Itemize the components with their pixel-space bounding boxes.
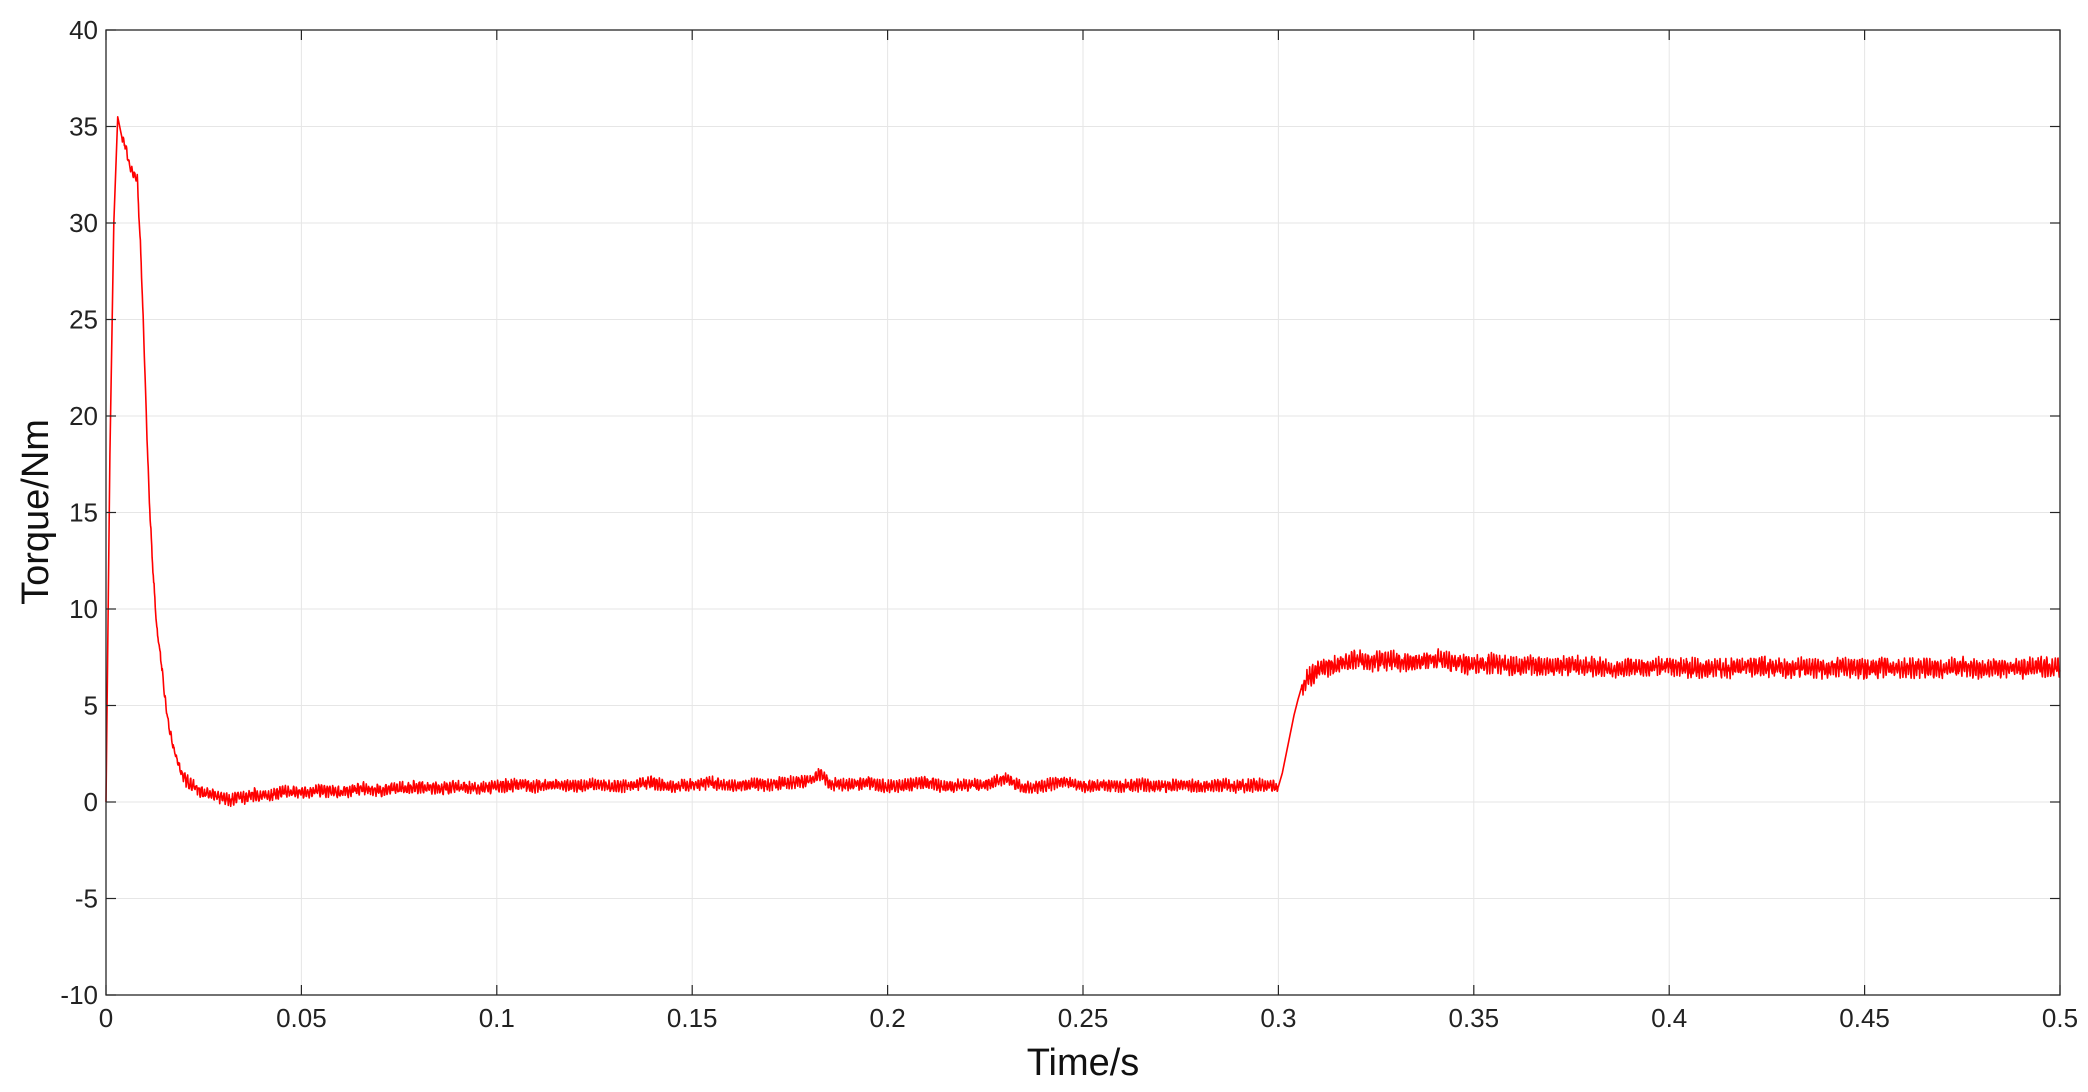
x-tick-label: 0.15 xyxy=(667,1003,718,1033)
y-tick-label: 20 xyxy=(69,401,98,431)
y-tick-label: 15 xyxy=(69,498,98,528)
y-tick-label: 25 xyxy=(69,305,98,335)
x-tick-label: 0.45 xyxy=(1839,1003,1890,1033)
y-tick-label: 40 xyxy=(69,15,98,45)
y-tick-label: 10 xyxy=(69,594,98,624)
y-tick-label: 35 xyxy=(69,112,98,142)
x-tick-label: 0.1 xyxy=(479,1003,515,1033)
y-tick-label: 0 xyxy=(84,787,98,817)
y-tick-label: 30 xyxy=(69,208,98,238)
x-tick-label: 0 xyxy=(99,1003,113,1033)
x-tick-label: 0.25 xyxy=(1058,1003,1109,1033)
torque-series-line xyxy=(105,116,2061,808)
y-ticks: -10 -5 0 5 10 15 20 25 30 35 40 xyxy=(60,15,2060,1010)
x-tick-label: 0.3 xyxy=(1260,1003,1296,1033)
x-tick-label: 0.5 xyxy=(2042,1003,2078,1033)
x-tick-label: 0.2 xyxy=(870,1003,906,1033)
y-tick-label: 5 xyxy=(84,691,98,721)
x-tick-label: 0.05 xyxy=(276,1003,327,1033)
x-tick-label: 0.35 xyxy=(1448,1003,1499,1033)
x-tick-label: 0.4 xyxy=(1651,1003,1687,1033)
x-axis-label: Time/s xyxy=(1027,1042,1140,1084)
y-tick-label: -10 xyxy=(60,980,98,1010)
x-ticks: 0 0.05 0.1 0.15 0.2 0.25 0.3 0.35 0.4 0.45 0.5 xyxy=(99,30,2078,1033)
y-axis-label: Torque/Nm xyxy=(15,419,57,605)
y-tick-label: -5 xyxy=(75,884,98,914)
